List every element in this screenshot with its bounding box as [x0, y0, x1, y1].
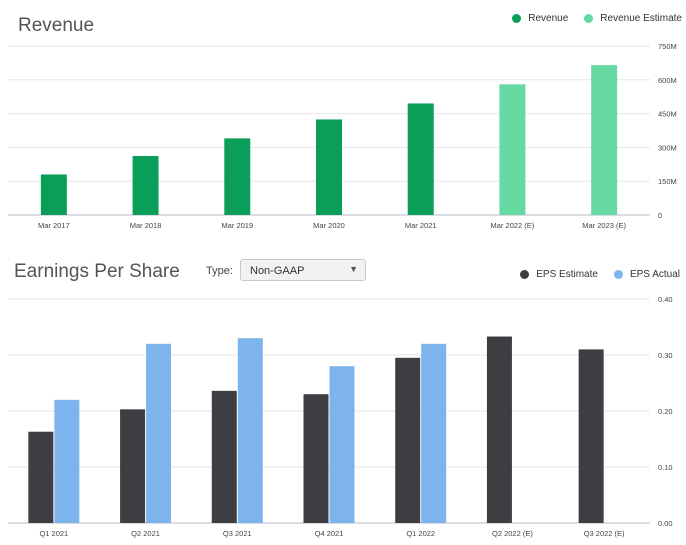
legend-item-revenue-estimate[interactable]: Revenue Estimate [584, 13, 682, 24]
eps-x-tick-label: Q1 2022 [406, 529, 435, 538]
revenue-y-tick-label: 0 [658, 211, 662, 220]
eps-bar [303, 394, 329, 523]
eps-x-tick-label: Q2 2021 [131, 529, 160, 538]
legend-label: Revenue Estimate [600, 13, 682, 24]
eps-x-tick-label: Q2 2022 (E) [492, 529, 533, 538]
legend-dot-icon [584, 14, 594, 23]
eps-bar [120, 409, 146, 523]
legend-dot-icon [613, 270, 623, 279]
revenue-legend: Revenue Revenue Estimate [496, 13, 682, 24]
revenue-x-tick-label: Mar 2022 (E) [491, 221, 535, 230]
eps-y-tick-label: 0.30 [658, 351, 673, 360]
eps-bar [28, 431, 54, 523]
eps-y-tick-label: 0.10 [658, 463, 673, 472]
revenue-bar [499, 84, 526, 215]
revenue-x-tick-label: Mar 2018 [130, 221, 162, 230]
eps-x-tick-label: Q3 2021 [223, 529, 252, 538]
revenue-bar [224, 138, 251, 215]
eps-x-tick-label: Q3 2022 (E) [584, 529, 625, 538]
revenue-y-tick-label: 750M [658, 42, 677, 51]
legend-label: EPS Estimate [536, 269, 598, 280]
revenue-x-tick-label: Mar 2021 [405, 221, 437, 230]
legend-dot-icon [512, 14, 522, 23]
legend-label: EPS Actual [629, 269, 680, 280]
revenue-title: Revenue [18, 15, 95, 36]
eps-bar [329, 366, 355, 523]
revenue-y-tick-label: 600M [658, 76, 677, 85]
eps-y-tick-label: 0.20 [658, 407, 673, 416]
revenue-x-tick-label: Mar 2019 [221, 221, 253, 230]
revenue-y-tick-label: 150M [658, 177, 677, 186]
eps-y-tick-label: 0.40 [658, 295, 673, 304]
eps-x-tick-label: Q4 2021 [315, 529, 344, 538]
eps-bar [146, 343, 172, 523]
revenue-y-tick-label: 450M [658, 110, 677, 119]
revenue-bar [40, 174, 67, 215]
revenue-bar [132, 155, 159, 215]
revenue-y-tick-label: 300M [658, 143, 677, 152]
eps-bar [486, 336, 512, 523]
eps-bar [395, 357, 421, 523]
eps-bar [237, 338, 263, 523]
legend-item-eps-actual[interactable]: EPS Actual [613, 269, 680, 280]
type-label: Type: [206, 265, 233, 277]
revenue-x-tick-label: Mar 2017 [38, 221, 70, 230]
legend-item-eps-estimate[interactable]: EPS Estimate [520, 269, 598, 280]
eps-title: Earnings Per Share [14, 261, 180, 282]
revenue-bar [591, 65, 618, 215]
legend-dot-icon [520, 270, 530, 279]
eps-type-value: Non-GAAP [250, 265, 305, 277]
revenue-bar [316, 119, 342, 215]
legend-item-revenue[interactable]: Revenue [512, 13, 568, 24]
legend-label: Revenue [528, 13, 569, 24]
eps-bar [578, 349, 604, 523]
eps-bar [54, 399, 80, 523]
revenue-bar [407, 103, 434, 215]
revenue-x-tick-label: Mar 2020 [313, 221, 345, 230]
chevron-down-icon: ▼ [349, 264, 358, 274]
eps-type-select[interactable]: Non-GAAP ▼ [240, 259, 366, 281]
eps-bar [211, 390, 237, 523]
eps-y-tick-label: 0.00 [658, 519, 673, 528]
eps-legend: EPS Estimate EPS Actual [504, 269, 680, 280]
revenue-x-tick-label: Mar 2023 (E) [582, 221, 626, 230]
eps-x-tick-label: Q1 2021 [39, 529, 68, 538]
eps-bar [421, 343, 447, 523]
